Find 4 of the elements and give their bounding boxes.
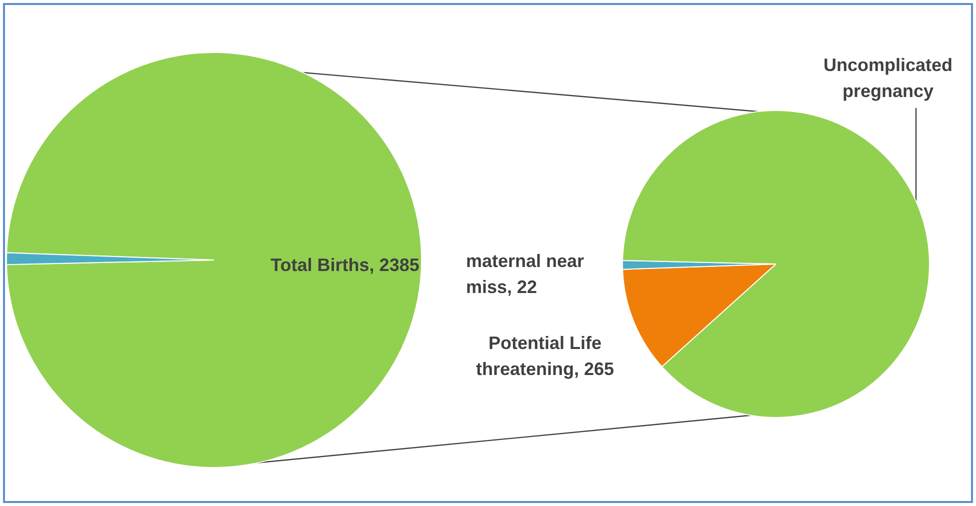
slice-label: Potential Life threatening, 265 xyxy=(474,332,616,381)
slice-label: maternal near miss, 22 xyxy=(466,250,586,299)
slice-label: Total Births, 2385 xyxy=(270,254,420,277)
slice-label: Uncomplicated pregnancy xyxy=(822,54,954,103)
